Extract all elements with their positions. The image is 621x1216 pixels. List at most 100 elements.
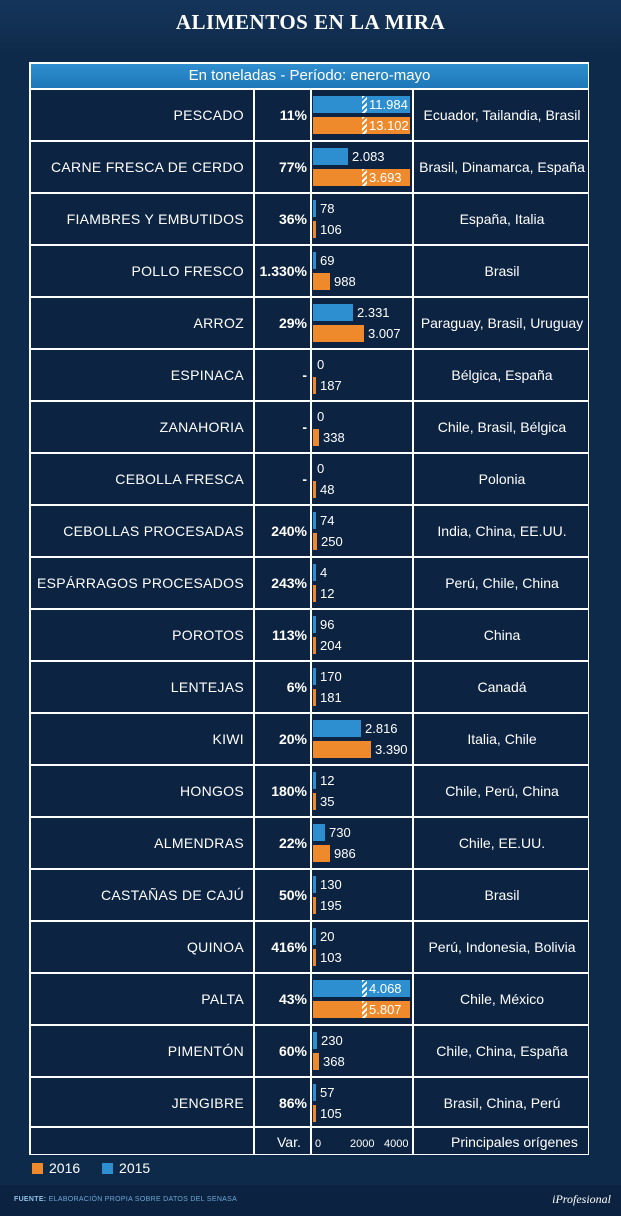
category-label: JENGIBRE [171, 1095, 244, 1111]
origins-column [414, 90, 588, 1154]
bar-2015 [313, 1084, 316, 1101]
variation-value: 60% [278, 1043, 307, 1059]
origins-label: Brasil, Dinamarca, España [419, 159, 585, 175]
legend-item-2016: 2016 [32, 1160, 80, 1176]
origins-label: España, Italia [459, 211, 545, 227]
row-divider [31, 244, 588, 246]
row-divider [31, 504, 588, 506]
data-label: 5.807 [369, 1002, 402, 1017]
bar-2015 [313, 512, 316, 529]
variation-value: 6% [286, 679, 307, 695]
bar-2015 [313, 876, 316, 893]
data-label: 48 [320, 482, 335, 497]
variation-value: 22% [278, 835, 307, 851]
data-label: 78 [320, 201, 335, 216]
bar-2016 [313, 637, 316, 654]
data-label: 338 [323, 430, 345, 445]
category-label: CASTAÑAS DE CAJÚ [100, 887, 244, 903]
footer-band [0, 1185, 621, 1216]
bar-2015 [313, 200, 316, 217]
data-label: 57 [320, 1085, 335, 1100]
data-label: 2.083 [352, 149, 385, 164]
bar-2015 [313, 1032, 317, 1049]
bar-2016 [313, 325, 364, 342]
row-divider [31, 348, 588, 350]
origins-label: Perú, Indonesia, Bolivia [428, 939, 576, 955]
data-label: 103 [320, 950, 342, 965]
bar-2016 [313, 1053, 319, 1070]
category-column [31, 90, 253, 1154]
data-label: 2.331 [357, 305, 390, 320]
x-tick-label: 2000 [350, 1138, 375, 1150]
data-label: 986 [334, 846, 356, 861]
origins-label: Chile, Brasil, Bélgica [437, 419, 567, 435]
legend-label: 2015 [119, 1160, 151, 1176]
row-divider [31, 400, 588, 402]
bar-2016 [313, 273, 330, 290]
axis-break-mark [362, 169, 367, 186]
data-label: 230 [321, 1033, 343, 1048]
legend-label: 2016 [49, 1160, 81, 1176]
row-divider [31, 192, 588, 194]
row-divider [31, 296, 588, 298]
data-label: 11.984 [369, 97, 408, 112]
data-label: 13.102 [369, 118, 409, 133]
row-divider [31, 764, 588, 766]
bar-2016 [313, 793, 316, 810]
origins-label: China [483, 627, 521, 643]
data-label: 988 [334, 274, 356, 289]
variation-value: 36% [278, 211, 307, 227]
bar-2015 [313, 96, 410, 113]
origins-label: Perú, Chile, China [445, 575, 559, 591]
bar-2016 [313, 221, 316, 238]
origins-label: Chile, Perú, China [445, 783, 559, 799]
legend-swatch [102, 1163, 114, 1174]
legend-swatch [32, 1163, 43, 1174]
bar-2015 [313, 616, 316, 633]
variation-value: 77% [278, 159, 307, 175]
x-tick-label: 0 [315, 1138, 322, 1150]
variation-value: - [302, 419, 307, 435]
x-tick-label: 4000 [384, 1138, 409, 1150]
data-label: 0 [317, 409, 325, 424]
data-label: 130 [320, 877, 342, 892]
variation-value: 240% [271, 523, 307, 539]
category-label: ESPÁRRAGOS PROCESADOS [36, 575, 244, 591]
bar-2015 [313, 720, 361, 737]
origins-label: Chile, China, España [436, 1043, 568, 1059]
axis-break-mark [362, 980, 367, 997]
origins-label: Canadá [477, 679, 527, 695]
title-band [0, 0, 621, 50]
origins-label: Italia, Chile [467, 731, 537, 747]
data-label: 74 [320, 513, 335, 528]
data-label: 35 [320, 794, 335, 809]
source-note: FUENTE: ELABORACIÓN PROPIA SOBRE DATOS D… [14, 1196, 237, 1203]
bar-2015 [313, 252, 316, 269]
row-divider [31, 816, 588, 818]
source-label: FUENTE: [14, 1196, 47, 1203]
source-text: ELABORACIÓN PROPIA SOBRE DATOS DEL SENAS… [48, 1196, 238, 1203]
row-divider [31, 608, 588, 610]
brand-logo: iProfesional [552, 1192, 611, 1206]
row-divider [31, 1076, 588, 1078]
bar-2016 [313, 949, 316, 966]
category-label: PIMENTÓN [167, 1043, 244, 1059]
axis-break-mark [362, 1001, 367, 1018]
row-divider [31, 868, 588, 870]
data-label: 730 [329, 825, 351, 840]
category-label: ARROZ [193, 315, 244, 331]
row-divider [31, 660, 588, 662]
variation-value: 29% [278, 315, 307, 331]
bar-2016 [313, 1001, 410, 1018]
variation-value: 416% [271, 939, 307, 955]
row-divider [31, 452, 588, 454]
row-divider [31, 712, 588, 714]
axis-break-mark [362, 117, 367, 134]
data-label: 0 [317, 461, 325, 476]
category-label: CEBOLLA FRESCA [115, 471, 244, 487]
origins-label: Brasil [484, 263, 520, 279]
bar-2016 [313, 481, 316, 498]
origins-label: Polonia [478, 471, 526, 487]
bar-2015 [313, 564, 316, 581]
category-label: ZANAHORIA [159, 419, 244, 435]
